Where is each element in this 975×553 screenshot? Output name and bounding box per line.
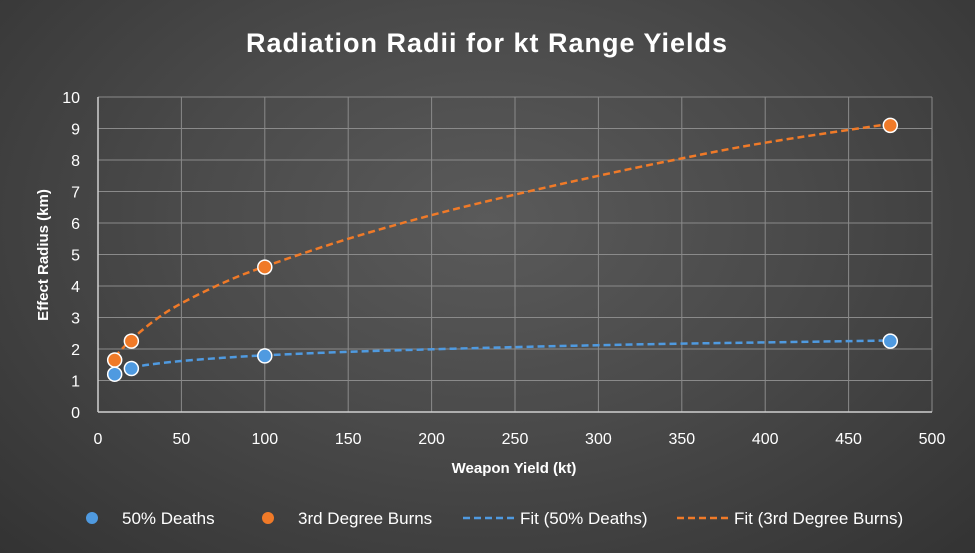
y-tick-label: 6	[71, 216, 80, 233]
legend-label: 3rd Degree Burns	[298, 509, 432, 528]
point-3rd-degree-burns	[257, 259, 273, 275]
point-50-deaths	[882, 333, 899, 349]
legend-label: 50% Deaths	[122, 509, 215, 528]
y-tick-label: 9	[71, 122, 80, 139]
legend-label: Fit (50% Deaths)	[520, 509, 648, 528]
point-3rd-degree-burns	[106, 352, 123, 368]
y-tick-label: 2	[71, 342, 80, 359]
chart-title: Radiation Radii for kt Range Yields	[246, 28, 728, 58]
point-3rd-degree-burns	[123, 333, 140, 349]
y-tick-label: 3	[71, 311, 80, 328]
series-layer	[106, 117, 899, 382]
x-tick-label: 500	[919, 431, 946, 448]
legend-label: Fit (3rd Degree Burns)	[734, 509, 903, 528]
x-tick-label: 50	[173, 431, 191, 448]
x-tick-label: 100	[251, 431, 278, 448]
y-tick-label: 5	[71, 248, 80, 265]
gridlines	[97, 96, 933, 413]
x-tick-label: 300	[585, 431, 612, 448]
x-tick-label: 450	[835, 431, 862, 448]
point-50-deaths	[123, 360, 140, 377]
y-tick-label: 8	[71, 153, 80, 170]
x-tick-label: 400	[752, 431, 779, 448]
x-tick-label: 200	[418, 431, 445, 448]
point-3rd-degree-burns	[882, 117, 899, 134]
x-tick-label: 0	[94, 431, 103, 448]
x-tick-label: 350	[668, 431, 695, 448]
y-tick-label: 10	[62, 90, 80, 107]
y-tick-label: 0	[71, 405, 80, 422]
fit-line-fit-50-deaths	[131, 339, 891, 370]
x-tick-label: 150	[335, 431, 362, 448]
point-50-deaths	[257, 348, 273, 364]
x-axis-title: Weapon Yield (kt)	[452, 460, 577, 477]
point-50-deaths	[106, 366, 123, 382]
y-tick-label: 7	[71, 185, 80, 202]
x-tick-label: 250	[502, 431, 529, 448]
legend-marker-50-deaths	[86, 512, 98, 524]
legend-marker-3rd-degree-burns	[262, 512, 274, 524]
y-axis-title: Effect Radius (km)	[35, 189, 52, 321]
legend: 50% Deaths 3rd Degree Burns Fit (50% Death…	[86, 509, 903, 528]
fit-line-fit-3rd-degree-burns	[113, 122, 891, 358]
y-tick-label: 4	[71, 279, 80, 296]
y-tick-label: 1	[71, 374, 80, 391]
